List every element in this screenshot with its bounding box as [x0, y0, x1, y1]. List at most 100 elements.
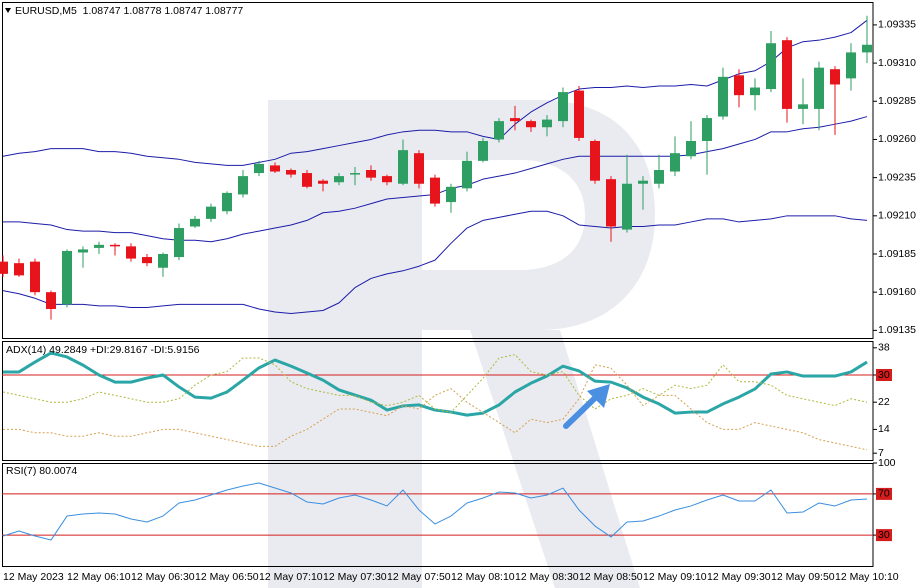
candle-body — [622, 183, 632, 230]
series-line — [2, 482, 868, 541]
arrow-head — [587, 384, 610, 408]
candle-body — [798, 104, 808, 109]
candle-body — [702, 118, 712, 141]
x-tick-label: 12 May 09:50 — [771, 571, 835, 583]
candle-body — [782, 40, 792, 109]
x-tick-label: 12 May 2023 — [3, 571, 64, 583]
candle-body — [318, 180, 328, 184]
candle-body — [478, 140, 488, 161]
candle-body — [542, 119, 552, 128]
candle-body — [414, 153, 424, 184]
candle-body — [206, 206, 216, 219]
x-tick-label: 12 May 06:30 — [131, 571, 195, 583]
candle-body — [606, 179, 616, 227]
y-tick-label: 1.09235 — [878, 171, 916, 183]
candle-body — [558, 92, 568, 122]
rsi-panel — [2, 463, 874, 567]
candle-body — [142, 257, 152, 264]
candle-body — [862, 44, 872, 53]
y-tick-label: 22 — [878, 396, 890, 408]
arrow-shaft — [563, 394, 599, 429]
x-tick-label: 12 May 09:30 — [707, 571, 771, 583]
candle-body — [30, 261, 40, 293]
price-panel — [2, 2, 874, 339]
annotation-arrow — [563, 384, 610, 429]
rsi-title: RSI(7) 80.0074 — [6, 465, 77, 477]
x-tick-label: 12 May 06:10 — [67, 571, 131, 583]
y-tick-label: 1.09260 — [878, 133, 916, 145]
candle-body — [286, 170, 296, 175]
candle-body — [382, 176, 392, 183]
candle-body — [270, 165, 280, 172]
y-tick-label: 1.09285 — [878, 95, 916, 107]
candle-body — [238, 176, 248, 195]
candle-body — [734, 75, 744, 96]
adx-panel — [2, 341, 874, 461]
candle-body — [222, 192, 232, 212]
candle-body — [398, 150, 408, 184]
x-tick-label: 12 May 08:10 — [451, 571, 515, 583]
watermark-shape — [268, 100, 655, 588]
x-tick-label: 12 May 08:30 — [515, 571, 579, 583]
candle-body — [78, 249, 88, 253]
y-tick-label: 30 — [878, 369, 890, 381]
level-tag — [876, 529, 892, 542]
x-tick-label: 12 May 06:50 — [195, 571, 259, 583]
x-tick-label: 12 May 10:10 — [835, 571, 899, 583]
candle-body — [14, 263, 24, 276]
candle-body — [302, 173, 312, 187]
series-line — [2, 210, 868, 315]
candle-body — [846, 52, 856, 79]
menu-triangle[interactable] — [5, 8, 11, 13]
candle-body — [654, 170, 664, 184]
candle-body — [446, 186, 456, 203]
candle-body — [366, 170, 376, 178]
y-tick-label: 38 — [878, 342, 890, 354]
series-line — [3, 351, 868, 417]
x-tick-label: 12 May 07:50 — [387, 571, 451, 583]
candle-body — [814, 67, 824, 109]
y-tick-label: 7 — [878, 447, 884, 459]
y-tick-label: 100 — [878, 457, 896, 469]
y-tick-label: 30 — [878, 529, 890, 541]
candle-body — [830, 69, 840, 85]
candle-body — [590, 140, 600, 181]
y-tick-label: 1.09135 — [878, 324, 916, 336]
candle-body — [190, 218, 200, 227]
candle-body — [766, 43, 776, 90]
candle-body — [46, 292, 56, 309]
y-tick-label: 1.09185 — [878, 248, 916, 260]
candle-body — [670, 153, 680, 172]
candle-body — [174, 228, 184, 258]
candle-body — [686, 140, 696, 157]
candle-body — [462, 160, 472, 189]
series-line — [3, 364, 868, 451]
candle-body — [0, 261, 8, 274]
y-tick-label: 1.09335 — [878, 19, 916, 31]
adx-title: ADX(14) 49.2849 +DI:29.8167 -DI:5.9156 — [6, 344, 200, 356]
y-tick-label: 14 — [878, 423, 890, 435]
level-tag — [876, 369, 892, 381]
y-tick-label: 70 — [878, 488, 890, 500]
x-tick-label: 12 May 09:10 — [643, 571, 707, 583]
x-tick-label: 12 May 07:10 — [259, 571, 323, 583]
candle-body — [350, 173, 360, 175]
candle-body — [94, 244, 104, 248]
chart-title: EURUSD,M5 1.08747 1.08778 1.08747 1.0877… — [15, 5, 243, 17]
candle-body — [110, 244, 120, 247]
y-tick-label: 1.09160 — [878, 286, 916, 298]
candle-body — [510, 118, 520, 122]
candle-body — [494, 121, 504, 140]
x-tick-label: 12 May 07:30 — [323, 571, 387, 583]
candle-body — [158, 254, 168, 268]
candle-body — [638, 180, 648, 184]
x-tick-label: 12 May 08:50 — [579, 571, 643, 583]
candle-body — [334, 176, 344, 183]
plot-layer: 1.09335 1.09310 1.09285 1.09260 1.09235 1.092… — [0, 15, 916, 583]
series-line — [2, 354, 868, 413]
level-tag — [876, 487, 892, 500]
candle-body — [62, 250, 72, 305]
